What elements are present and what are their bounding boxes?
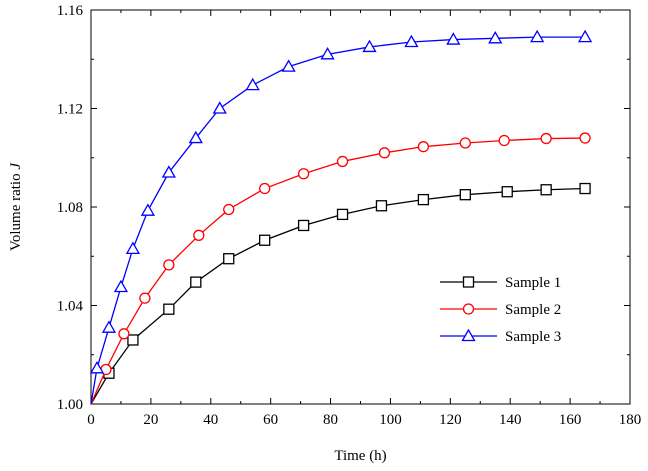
data-point xyxy=(541,134,551,144)
series-line xyxy=(91,189,585,404)
legend-item-1: Sample 1 xyxy=(440,275,561,291)
data-point xyxy=(260,235,270,245)
data-point xyxy=(194,230,204,240)
data-point xyxy=(224,254,234,264)
x-tick-label: 60 xyxy=(263,412,278,428)
legend-marker xyxy=(464,277,474,287)
data-point xyxy=(103,322,115,333)
data-point xyxy=(531,31,543,42)
data-point xyxy=(379,148,389,158)
x-tick-label: 80 xyxy=(323,412,338,428)
data-point xyxy=(115,281,127,292)
data-point xyxy=(191,277,201,287)
legend-marker xyxy=(463,330,475,341)
data-point xyxy=(502,187,512,197)
x-tick-label: 20 xyxy=(143,412,158,428)
data-point xyxy=(299,220,309,230)
series-line xyxy=(91,37,585,404)
legend-item-2: Sample 2 xyxy=(440,302,561,318)
y-tick-label: 1.08 xyxy=(57,200,83,216)
y-tick-label: 1.04 xyxy=(57,299,84,315)
data-point xyxy=(299,169,309,179)
data-point xyxy=(499,136,509,146)
data-point xyxy=(338,209,348,219)
y-axis-title-text: Volume ratio xyxy=(8,170,24,251)
data-point xyxy=(164,260,174,270)
data-point xyxy=(224,204,234,214)
data-point xyxy=(579,31,591,42)
x-axis-title: Time (h) xyxy=(334,448,386,464)
data-point xyxy=(376,201,386,211)
x-tick-label: 140 xyxy=(499,412,522,428)
legend-marker xyxy=(464,304,474,314)
legend-label: Sample 2 xyxy=(505,302,561,318)
data-point xyxy=(580,184,590,194)
data-point xyxy=(140,293,150,303)
data-point xyxy=(128,335,138,345)
data-point xyxy=(247,79,259,90)
x-tick-label: 0 xyxy=(87,412,95,428)
data-point xyxy=(119,329,129,339)
series-1 xyxy=(91,184,590,404)
series-layer xyxy=(91,31,591,404)
data-point xyxy=(164,304,174,314)
data-point xyxy=(142,205,154,216)
y-tick-label: 1.12 xyxy=(57,102,83,118)
x-tick-label: 180 xyxy=(619,412,642,428)
data-point xyxy=(260,184,270,194)
data-point xyxy=(418,142,428,152)
data-point xyxy=(127,243,139,254)
data-point xyxy=(460,190,470,200)
series-line xyxy=(91,138,585,404)
y-axis-title-variable: J xyxy=(8,162,24,170)
data-point xyxy=(418,195,428,205)
y-tick-label: 1.16 xyxy=(57,3,84,19)
x-tick-label: 40 xyxy=(203,412,218,428)
y-tick-label: 1.00 xyxy=(57,397,83,413)
legend-label: Sample 3 xyxy=(505,329,561,345)
x-tick-label: 120 xyxy=(439,412,462,428)
data-point xyxy=(338,156,348,166)
data-point xyxy=(580,133,590,143)
x-tick-label: 160 xyxy=(559,412,582,428)
x-tick-label: 100 xyxy=(379,412,402,428)
data-point xyxy=(460,138,470,148)
legend: Sample 1 Sample 2 Sample 3 xyxy=(440,275,561,345)
data-point xyxy=(214,103,226,114)
y-axis-title: Volume ratio J xyxy=(8,162,24,251)
legend-item-3: Sample 3 xyxy=(440,329,561,345)
data-point xyxy=(541,185,551,195)
legend-label: Sample 1 xyxy=(505,275,561,291)
